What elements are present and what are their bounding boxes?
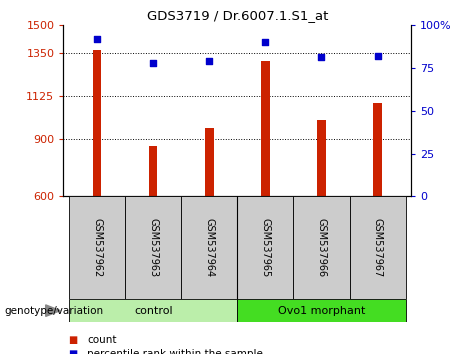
Bar bbox=[69, 196, 125, 299]
Bar bbox=[125, 196, 181, 299]
Bar bbox=[149, 146, 157, 196]
Bar bbox=[317, 120, 326, 196]
Bar bbox=[205, 128, 213, 196]
Text: GSM537966: GSM537966 bbox=[316, 218, 327, 278]
Bar bbox=[69, 299, 237, 322]
Point bbox=[374, 53, 381, 58]
Text: GSM537967: GSM537967 bbox=[373, 218, 383, 278]
Point bbox=[318, 55, 325, 60]
Bar bbox=[261, 61, 270, 196]
Text: genotype/variation: genotype/variation bbox=[5, 306, 104, 316]
Bar bbox=[350, 196, 406, 299]
Text: count: count bbox=[87, 335, 117, 345]
Text: GSM537964: GSM537964 bbox=[204, 218, 214, 278]
Bar bbox=[93, 50, 102, 196]
Text: GSM537963: GSM537963 bbox=[148, 218, 158, 278]
Point bbox=[94, 36, 101, 41]
Text: ■: ■ bbox=[68, 335, 78, 345]
Bar bbox=[293, 196, 350, 299]
Bar bbox=[237, 196, 293, 299]
Polygon shape bbox=[46, 305, 60, 316]
Text: ■: ■ bbox=[68, 349, 78, 354]
Bar bbox=[373, 103, 382, 196]
Text: percentile rank within the sample: percentile rank within the sample bbox=[87, 349, 263, 354]
Point bbox=[149, 60, 157, 65]
Text: GSM537965: GSM537965 bbox=[260, 218, 270, 278]
Text: GSM537962: GSM537962 bbox=[92, 218, 102, 278]
Bar bbox=[237, 299, 406, 322]
Text: Ovo1 morphant: Ovo1 morphant bbox=[278, 306, 365, 316]
Point bbox=[205, 58, 213, 64]
Bar bbox=[181, 196, 237, 299]
Title: GDS3719 / Dr.6007.1.S1_at: GDS3719 / Dr.6007.1.S1_at bbox=[147, 9, 328, 22]
Point bbox=[262, 39, 269, 45]
Text: control: control bbox=[134, 306, 172, 316]
